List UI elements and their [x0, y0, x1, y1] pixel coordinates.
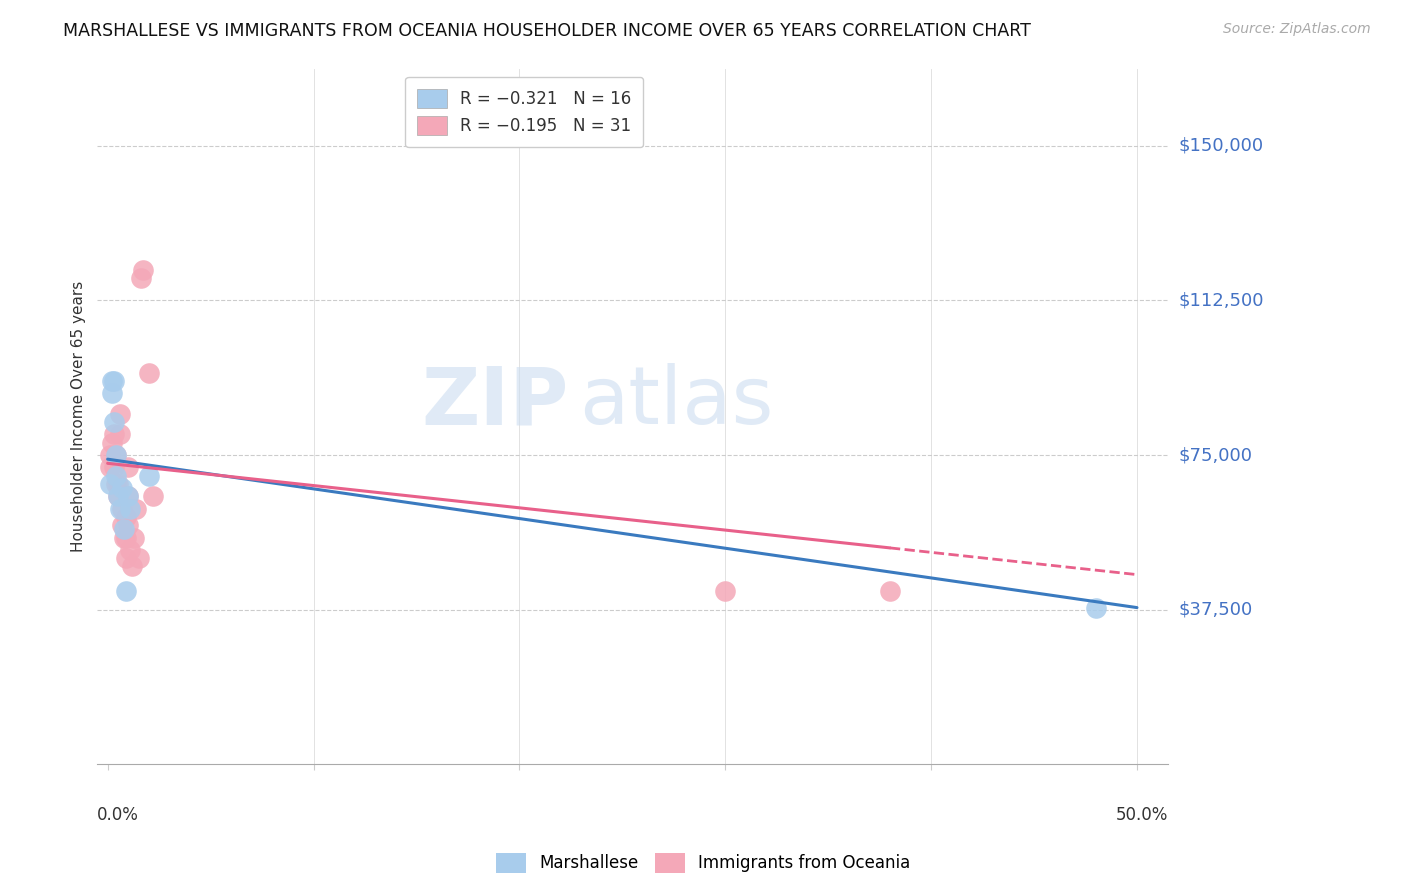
Point — [103, 374, 125, 388]
Point — [104, 468, 127, 483]
Text: 50.0%: 50.0% — [1115, 806, 1168, 824]
Text: MARSHALLESE VS IMMIGRANTS FROM OCEANIA HOUSEHOLDER INCOME OVER 65 YEARS CORRELAT: MARSHALLESE VS IMMIGRANTS FROM OCEANIA H… — [63, 22, 1031, 40]
Point — [112, 531, 135, 545]
Point — [111, 518, 134, 533]
Point — [115, 584, 138, 599]
Point — [103, 460, 125, 475]
Point — [125, 501, 148, 516]
Point — [128, 551, 150, 566]
Point — [879, 584, 901, 599]
Point — [108, 407, 131, 421]
Point — [100, 374, 122, 388]
Point — [124, 531, 146, 545]
Point — [98, 448, 121, 462]
Point — [1084, 600, 1107, 615]
Point — [107, 476, 129, 491]
Text: atlas: atlas — [579, 363, 773, 442]
Point — [100, 386, 122, 401]
Point — [138, 366, 160, 380]
Point — [120, 501, 142, 516]
Point — [111, 481, 134, 495]
Point — [138, 468, 160, 483]
Point — [98, 476, 121, 491]
Point — [108, 501, 131, 516]
Point — [115, 551, 138, 566]
Text: $112,500: $112,500 — [1180, 292, 1264, 310]
Point — [117, 489, 139, 503]
Point — [100, 435, 122, 450]
Legend: R = −0.321   N = 16, R = −0.195   N = 31: R = −0.321 N = 16, R = −0.195 N = 31 — [405, 77, 644, 147]
Point — [115, 509, 138, 524]
Point — [142, 489, 165, 503]
Y-axis label: Householder Income Over 65 years: Householder Income Over 65 years — [72, 281, 86, 552]
Point — [104, 476, 127, 491]
Point — [115, 531, 138, 545]
Legend: Marshallese, Immigrants from Oceania: Marshallese, Immigrants from Oceania — [489, 847, 917, 880]
Text: $150,000: $150,000 — [1180, 136, 1264, 155]
Point — [117, 518, 139, 533]
Point — [112, 522, 135, 536]
Point — [117, 489, 139, 503]
Text: $37,500: $37,500 — [1180, 600, 1253, 619]
Point — [117, 460, 139, 475]
Text: $75,000: $75,000 — [1180, 446, 1253, 464]
Text: Source: ZipAtlas.com: Source: ZipAtlas.com — [1223, 22, 1371, 37]
Point — [98, 460, 121, 475]
Point — [121, 559, 143, 574]
Point — [111, 501, 134, 516]
Point — [129, 270, 152, 285]
Point — [120, 542, 142, 557]
Point — [104, 448, 127, 462]
Text: 0.0%: 0.0% — [97, 806, 139, 824]
Point — [107, 489, 129, 503]
Point — [103, 427, 125, 442]
Point — [107, 489, 129, 503]
Point — [108, 427, 131, 442]
Text: ZIP: ZIP — [422, 363, 568, 442]
Point — [103, 415, 125, 429]
Point — [714, 584, 737, 599]
Point — [104, 448, 127, 462]
Point — [131, 262, 153, 277]
